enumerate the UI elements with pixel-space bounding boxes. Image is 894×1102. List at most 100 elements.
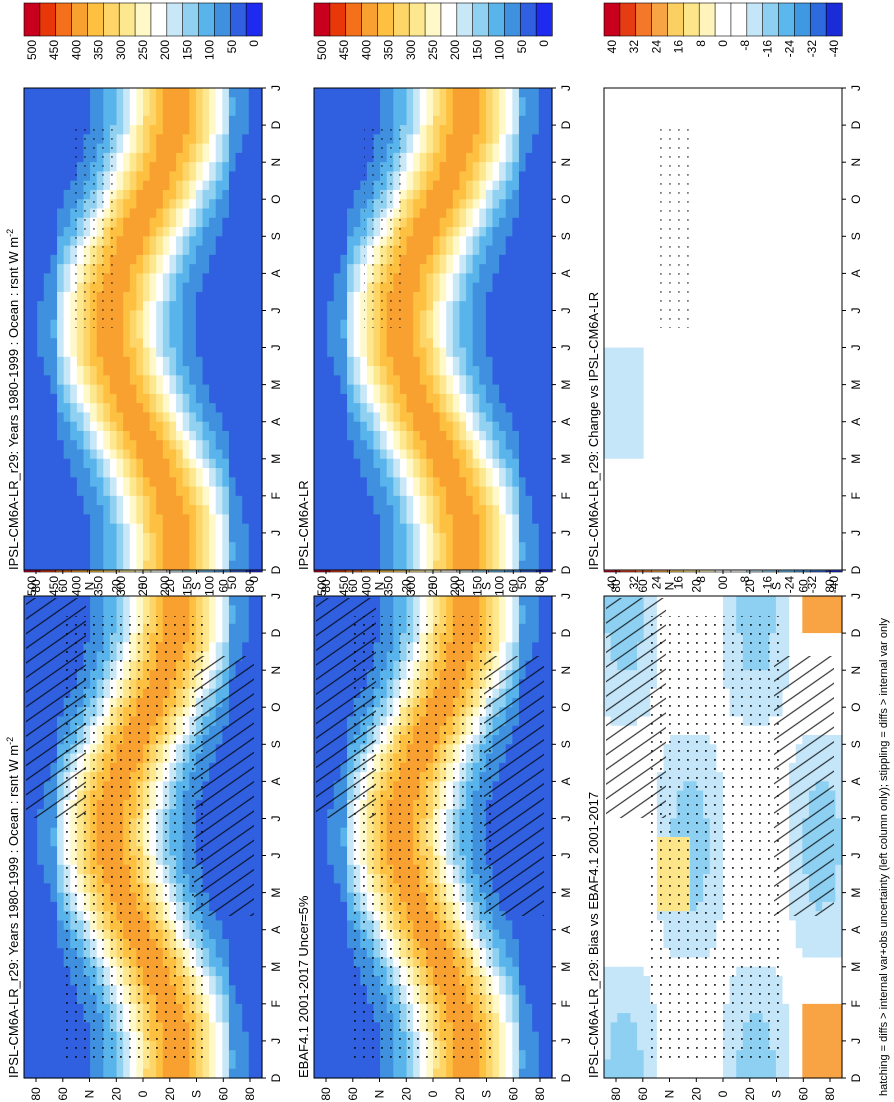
heat-cell [136, 412, 144, 423]
heat-cell [149, 560, 157, 571]
heat-cell [156, 217, 164, 228]
heat-cell [242, 623, 250, 634]
heat-cell [109, 347, 118, 358]
heat-cell [169, 505, 177, 515]
heat-cell [169, 329, 177, 339]
heat-cell [235, 97, 243, 108]
heat-cell [50, 477, 58, 488]
heat-cell [103, 329, 111, 339]
heat-cell [248, 189, 256, 200]
heat-cell [176, 329, 184, 339]
heat-cell [202, 152, 210, 163]
heat-cell [129, 505, 137, 515]
heat-cell [123, 199, 131, 210]
heat-cell [320, 938, 328, 949]
heat-cell [50, 1003, 58, 1014]
heat-cell [43, 458, 52, 469]
heat-cell [222, 495, 230, 506]
heat-cell [366, 1068, 375, 1079]
heat-cell [162, 180, 171, 191]
heat-cell [116, 208, 124, 219]
heat-cell [327, 994, 335, 1005]
heat-cell [222, 505, 230, 515]
heat-cell [228, 994, 237, 1005]
heat-cell [109, 477, 118, 488]
heat-cell [37, 412, 45, 423]
heat-cell [189, 514, 197, 525]
heat-cell [182, 477, 190, 488]
heat-cell [143, 514, 151, 525]
heat-cell [63, 162, 71, 173]
heat-cell [215, 1022, 223, 1033]
heat-cell [162, 366, 171, 376]
heat-cell [195, 560, 204, 571]
heat-cell [169, 347, 177, 358]
heat-cell [37, 827, 45, 838]
heat-cell [222, 911, 230, 922]
heat-cell [242, 143, 250, 154]
heat-cell [386, 605, 394, 616]
heat-cell [24, 1013, 32, 1023]
heat-cell [116, 162, 124, 173]
heat-cell [50, 560, 58, 571]
heat-cell [63, 449, 71, 460]
heat-cell [149, 347, 157, 358]
heat-cell [96, 468, 104, 478]
heat-cell [182, 88, 190, 98]
heat-cell [162, 421, 171, 432]
heat-cell [169, 1059, 177, 1070]
heat-cell [96, 551, 104, 562]
heat-cell [228, 985, 237, 996]
heat-cell [248, 948, 256, 959]
heat-cell [43, 319, 52, 330]
heat-cell [248, 310, 256, 321]
heat-cell [189, 88, 197, 98]
heat-cell [103, 486, 111, 497]
heat-cell [228, 291, 237, 302]
heat-cell [215, 115, 223, 126]
heat-cell [50, 254, 58, 265]
heat-cell [24, 97, 32, 108]
heat-cell [136, 551, 144, 562]
heat-cell [255, 883, 263, 894]
heat-cell [228, 1031, 237, 1042]
heat-cell [149, 134, 157, 145]
heat-cell [50, 375, 58, 386]
heat-cell [228, 366, 237, 376]
heat-cell [235, 384, 243, 395]
heat-cell [24, 88, 32, 98]
heat-cell [255, 1003, 263, 1014]
heat-cell [248, 412, 256, 423]
heat-cell [182, 264, 190, 274]
heat-cell [215, 152, 223, 163]
heat-cell [195, 291, 204, 302]
colorbar-label: 300 [114, 40, 128, 60]
heat-cell [228, 347, 237, 358]
heat-cell [195, 227, 204, 237]
heat-cell [24, 227, 32, 237]
heat-cell [129, 338, 137, 349]
heat-cell [96, 440, 104, 451]
heat-cell [123, 514, 131, 525]
heat-cell [235, 994, 243, 1005]
heat-cell [50, 171, 58, 182]
heat-cell [70, 319, 78, 330]
heat-cell [340, 1031, 348, 1042]
heat-cell [347, 1068, 355, 1079]
heat-cell [162, 301, 171, 312]
heat-cell [228, 319, 237, 330]
heat-cell [57, 458, 65, 469]
heat-cell [24, 532, 32, 543]
heat-cell [123, 282, 131, 293]
heat-cell [76, 1059, 85, 1070]
heat-cell [43, 855, 52, 866]
heat-cell [50, 495, 58, 506]
heat-cell [123, 310, 131, 321]
heat-cell [202, 162, 210, 173]
heat-cell [116, 338, 124, 349]
heat-cell [96, 347, 104, 358]
y-tick-label: 20 [109, 1087, 123, 1101]
heat-cell [380, 1059, 388, 1070]
heat-cell [176, 440, 184, 451]
heat-cell [24, 1059, 32, 1070]
